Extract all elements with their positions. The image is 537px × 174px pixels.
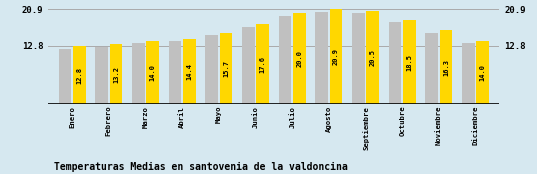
Text: 15.7: 15.7 [223, 60, 229, 77]
Bar [293, 13, 306, 104]
Text: 14.4: 14.4 [186, 63, 192, 80]
Bar [205, 35, 218, 104]
Bar [110, 44, 122, 104]
Text: 12.8: 12.8 [76, 67, 82, 84]
Bar [59, 49, 71, 104]
Text: 20.9: 20.9 [333, 48, 339, 65]
Bar [279, 16, 292, 104]
Bar [132, 43, 145, 104]
Text: 14.0: 14.0 [480, 64, 486, 81]
Bar [440, 30, 453, 104]
Text: 20.0: 20.0 [296, 50, 302, 67]
Bar [95, 47, 108, 104]
Bar [315, 11, 328, 104]
Text: 13.2: 13.2 [113, 66, 119, 83]
Bar [73, 46, 86, 104]
Bar [389, 22, 402, 104]
Bar [146, 41, 159, 104]
Bar [462, 43, 475, 104]
Bar [352, 13, 365, 104]
Bar [403, 20, 416, 104]
Bar [366, 11, 379, 104]
Bar [425, 33, 438, 104]
Text: 18.5: 18.5 [407, 54, 412, 71]
Text: 14.0: 14.0 [150, 64, 156, 81]
Bar [169, 41, 182, 104]
Bar [476, 41, 489, 104]
Bar [183, 39, 196, 104]
Bar [330, 9, 343, 104]
Bar [256, 24, 269, 104]
Bar [220, 33, 233, 104]
Text: 20.5: 20.5 [369, 49, 376, 66]
Text: 16.3: 16.3 [443, 59, 449, 76]
Bar [242, 27, 255, 104]
Text: 17.6: 17.6 [260, 56, 266, 73]
Text: Temperaturas Medias en santovenia de la valdoncina: Temperaturas Medias en santovenia de la … [54, 162, 347, 172]
